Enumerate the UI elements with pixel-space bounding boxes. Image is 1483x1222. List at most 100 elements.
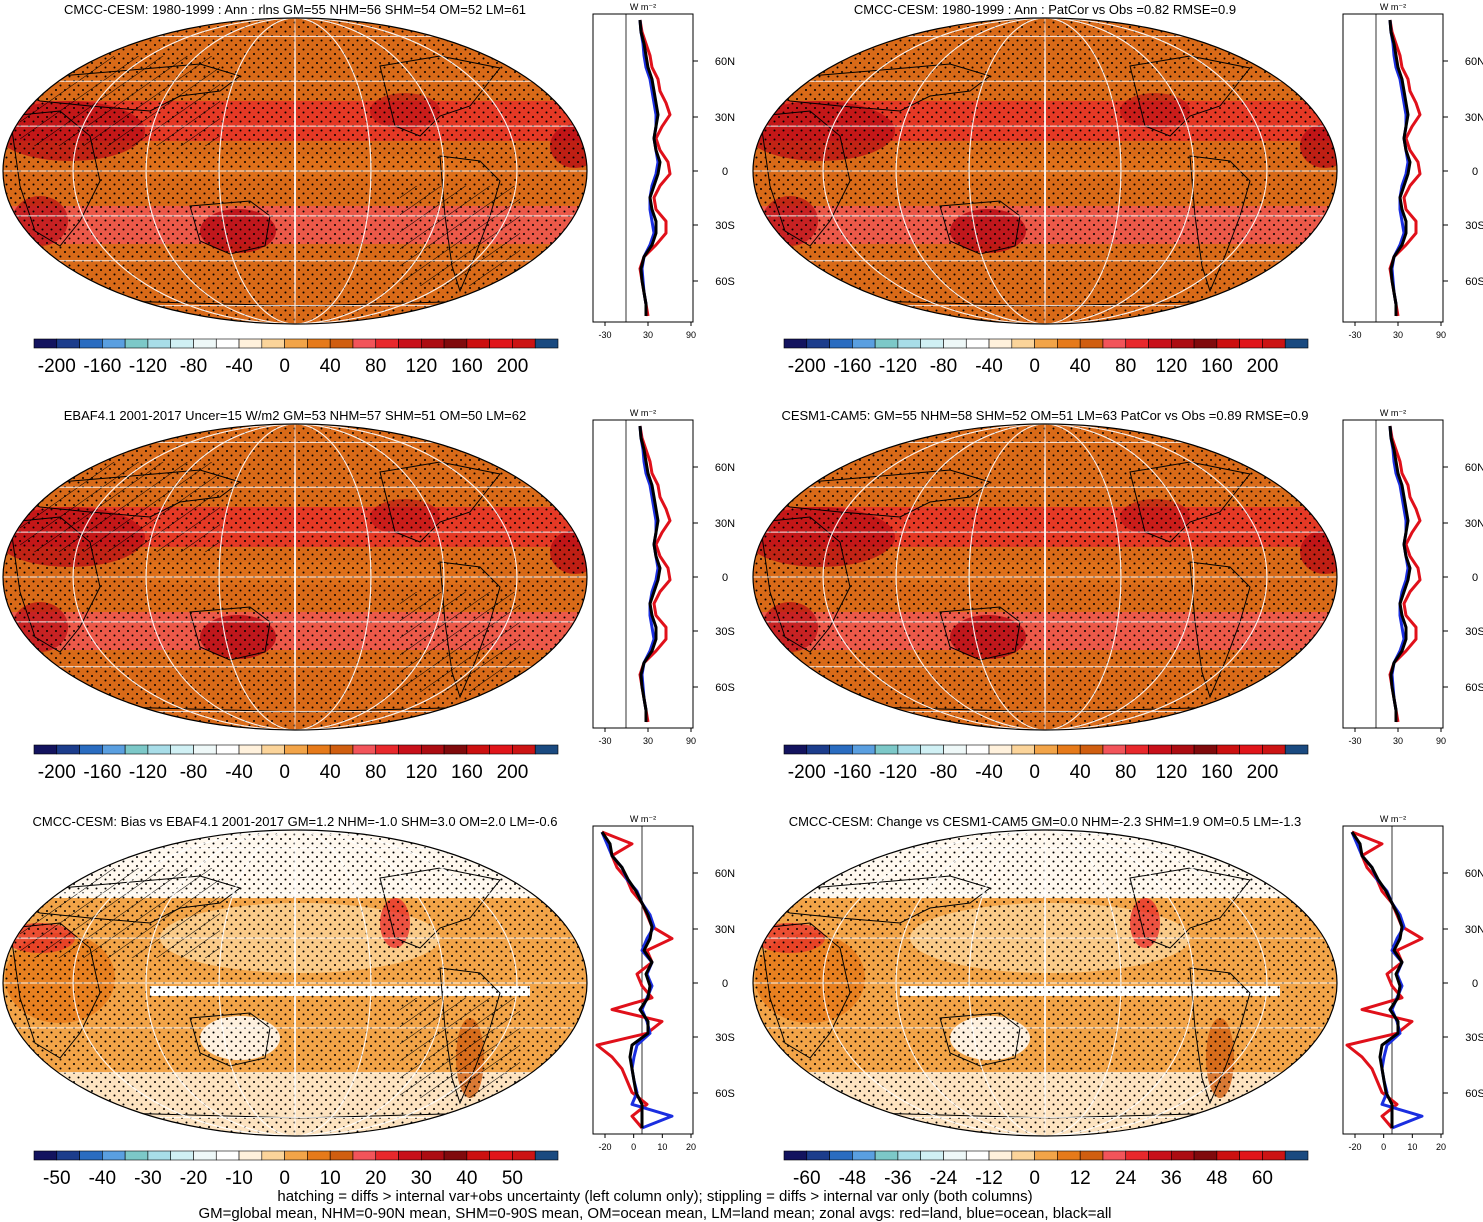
colorbar-swatch	[829, 744, 853, 755]
zonal-average-plot: W m⁻² 60N 30N 0 30S 60S -20 0 10 20	[592, 814, 735, 1152]
colorbar-swatch	[512, 744, 536, 755]
latitude-label: 0	[1472, 166, 1478, 178]
colorbar-swatch	[1057, 1150, 1081, 1161]
colorbar-label: 40	[320, 356, 341, 377]
colorbar-label: 40	[320, 762, 341, 783]
panel-title: CMCC-CESM: 1980-1999 : Ann : PatCor vs O…	[853, 2, 1237, 17]
colorbar-swatch	[897, 744, 921, 755]
zonal-units-label: W m⁻²	[1380, 2, 1406, 12]
colorbar-swatch	[1102, 744, 1127, 755]
latitude-label: 60S	[1465, 682, 1483, 694]
colorbar-label: -200	[788, 762, 826, 783]
colorbar-swatch	[1034, 338, 1058, 349]
colorbar-swatch	[261, 744, 285, 755]
zonal-x-tick: 10	[1407, 1142, 1417, 1152]
colorbar-swatch	[33, 1150, 58, 1161]
colorbar-swatch	[874, 338, 899, 349]
colorbar-label: -20	[180, 1168, 207, 1189]
colorbar-swatch	[1102, 338, 1127, 349]
colorbar-label: 12	[1070, 1168, 1091, 1189]
zonal-average-plot: W m⁻² 60N 30N 0 30S 60S -30 30 90	[592, 2, 735, 340]
zonal-x-tick: -30	[1348, 736, 1361, 746]
colorbar-swatch	[261, 1150, 285, 1161]
panel-title: EBAF4.1 2001-2017 Uncer=15 W/m2 GM=53 NH…	[63, 408, 527, 423]
colorbar-swatch	[874, 1150, 899, 1161]
latitude-label: 60S	[1465, 1088, 1483, 1100]
colorbar-swatch	[466, 744, 490, 755]
panel-title: CMCC-CESM: Change vs CESM1-CAM5 GM=0.0 N…	[788, 814, 1302, 829]
latitude-label: 60N	[715, 56, 735, 68]
colorbar-swatch	[124, 338, 149, 349]
latitude-label: 30S	[715, 1032, 735, 1044]
global-map	[752, 829, 1338, 1137]
panel-title: CESM1-CAM5: GM=55 NHM=58 SHM=52 OM=51 LM…	[781, 408, 1309, 423]
colorbar: -200 -160 -120 -80 -40 0 40 80 120 160 200	[783, 338, 1309, 377]
latitude-label: 30S	[1465, 220, 1483, 232]
colorbar-swatch	[329, 744, 354, 755]
colorbar-swatch	[897, 338, 921, 349]
colorbar-swatch	[965, 744, 990, 755]
colorbar-label: 160	[451, 356, 483, 377]
colorbar-swatch	[874, 744, 899, 755]
colorbar: -60 -48 -36 -24 -12 0 12 24 36 48 60	[783, 1150, 1309, 1189]
colorbar-label: 40	[1070, 356, 1091, 377]
colorbar-swatch	[1193, 1150, 1218, 1161]
colorbar-swatch	[398, 744, 422, 755]
zonal-x-tick: 30	[643, 330, 653, 340]
colorbar-swatch	[1262, 1150, 1286, 1161]
colorbar-swatch	[1011, 744, 1035, 755]
colorbar-swatch	[897, 1150, 921, 1161]
colorbar-swatch	[806, 1150, 830, 1161]
colorbar-swatch	[1148, 744, 1172, 755]
zonal-x-tick: 30	[1393, 736, 1403, 746]
colorbar-swatch	[829, 338, 853, 349]
colorbar-label: 0	[279, 356, 290, 377]
colorbar-label: -120	[879, 356, 917, 377]
colorbar-label: 20	[365, 1168, 386, 1189]
latitude-label: 0	[722, 572, 728, 584]
latitude-label: 30N	[1465, 518, 1483, 530]
colorbar-swatch	[170, 338, 194, 349]
zonal-average-plot: W m⁻² 60N 30N 0 30S 60S -30 30 90	[1342, 2, 1483, 340]
latitude-label: 30S	[1465, 1032, 1483, 1044]
colorbar-label: -120	[129, 762, 167, 783]
colorbar-swatch	[1034, 744, 1058, 755]
latitude-label: 30N	[715, 518, 735, 530]
colorbar-label: -200	[38, 356, 76, 377]
colorbar-swatch	[943, 1150, 967, 1161]
latitude-label: 30S	[715, 626, 735, 638]
zonal-x-tick: 90	[1436, 736, 1446, 746]
colorbar-label: 40	[1070, 762, 1091, 783]
latitude-label: 60N	[715, 462, 735, 474]
colorbar: -200 -160 -120 -80 -40 0 40 80 120 160 200	[33, 338, 559, 377]
colorbar-swatch	[920, 1150, 944, 1161]
colorbar-swatch	[1057, 338, 1081, 349]
colorbar-swatch	[1239, 744, 1263, 755]
zonal-x-tick: 20	[686, 1142, 696, 1152]
colorbar-swatch	[79, 338, 103, 349]
colorbar-label: -30	[134, 1168, 161, 1189]
colorbar-swatch	[1125, 744, 1149, 755]
zonal-x-tick: 90	[686, 330, 696, 340]
colorbar-label: -80	[930, 356, 957, 377]
colorbar-label: -120	[129, 356, 167, 377]
colorbar-label: 80	[365, 356, 386, 377]
zonal-units-label: W m⁻²	[1380, 814, 1406, 824]
colorbar-swatch	[79, 1150, 103, 1161]
latitude-label: 30N	[715, 924, 735, 936]
colorbar-swatch	[1148, 1150, 1172, 1161]
colorbar-swatch	[1125, 1150, 1149, 1161]
global-map	[752, 17, 1338, 325]
colorbar-label: 120	[1155, 762, 1187, 783]
colorbar-swatch	[1193, 338, 1218, 349]
colorbar-label: 0	[279, 762, 290, 783]
colorbar-label: -80	[930, 762, 957, 783]
colorbar-swatch	[852, 744, 876, 755]
colorbar-label: 120	[1155, 356, 1187, 377]
panel-observations: EBAF4.1 2001-2017 Uncer=15 W/m2 GM=53 NH…	[0, 406, 741, 811]
colorbar-label: 30	[411, 1168, 432, 1189]
colorbar-label: 50	[502, 1168, 523, 1189]
colorbar-swatch	[852, 1150, 876, 1161]
colorbar: -200 -160 -120 -80 -40 0 40 80 120 160 200	[33, 744, 559, 783]
colorbar-swatch	[1034, 1150, 1058, 1161]
